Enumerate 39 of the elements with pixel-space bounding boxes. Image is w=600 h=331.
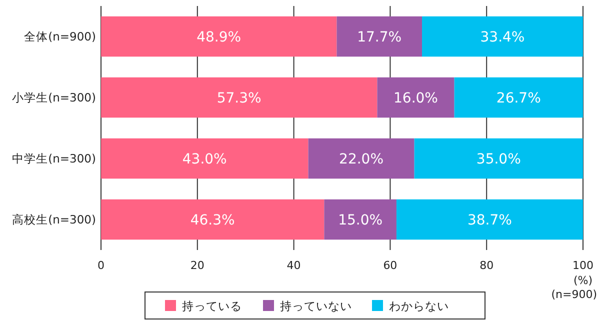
- bar: [101, 16, 337, 57]
- bar: [377, 77, 454, 118]
- data-label: 33.4%: [480, 30, 525, 46]
- y-tick-label: 小学生(n=300): [12, 90, 96, 104]
- data-label: 38.7%: [467, 212, 512, 228]
- data-label: 17.7%: [357, 30, 402, 46]
- bar: [414, 138, 583, 179]
- text: (n=900): [551, 288, 597, 301]
- y-tick-label: 中学生(n=300): [12, 152, 96, 166]
- bar: [101, 138, 308, 179]
- legend-label: 持っていない: [280, 299, 352, 313]
- data-label: 26.7%: [496, 90, 541, 106]
- bar: [308, 138, 414, 179]
- data-label: 16.0%: [394, 90, 438, 106]
- bar: [101, 77, 378, 118]
- x-tick-label: 80: [480, 259, 494, 272]
- legend-label: 持っている: [182, 299, 242, 313]
- data-label: 57.3%: [216, 90, 262, 106]
- data-label: 46.3%: [190, 212, 235, 228]
- data-label: 35.0%: [476, 152, 521, 168]
- x-tick-label: 20: [190, 259, 204, 272]
- bar: [454, 77, 583, 118]
- x-tick-label: 40: [286, 259, 301, 272]
- x-tick-label: 0: [98, 259, 104, 272]
- data-label: 48.9%: [196, 30, 242, 46]
- bar: [101, 199, 324, 240]
- bar: [336, 16, 422, 57]
- data-label: 22.0%: [339, 152, 384, 168]
- x-tick-label: 100: [572, 259, 594, 272]
- y-tick-label: 高校生(n=300): [12, 212, 96, 226]
- data-label: 43.0%: [182, 152, 227, 168]
- bar: [324, 199, 396, 240]
- bar: [422, 16, 583, 57]
- x-axis-title: (%): [573, 274, 593, 287]
- x-tick-label: 60: [383, 259, 398, 272]
- bar: [396, 199, 583, 240]
- data-label: 15.0%: [338, 212, 383, 228]
- legend-label: わからない: [389, 299, 449, 313]
- y-tick-label: 全体(n=900): [24, 30, 96, 44]
